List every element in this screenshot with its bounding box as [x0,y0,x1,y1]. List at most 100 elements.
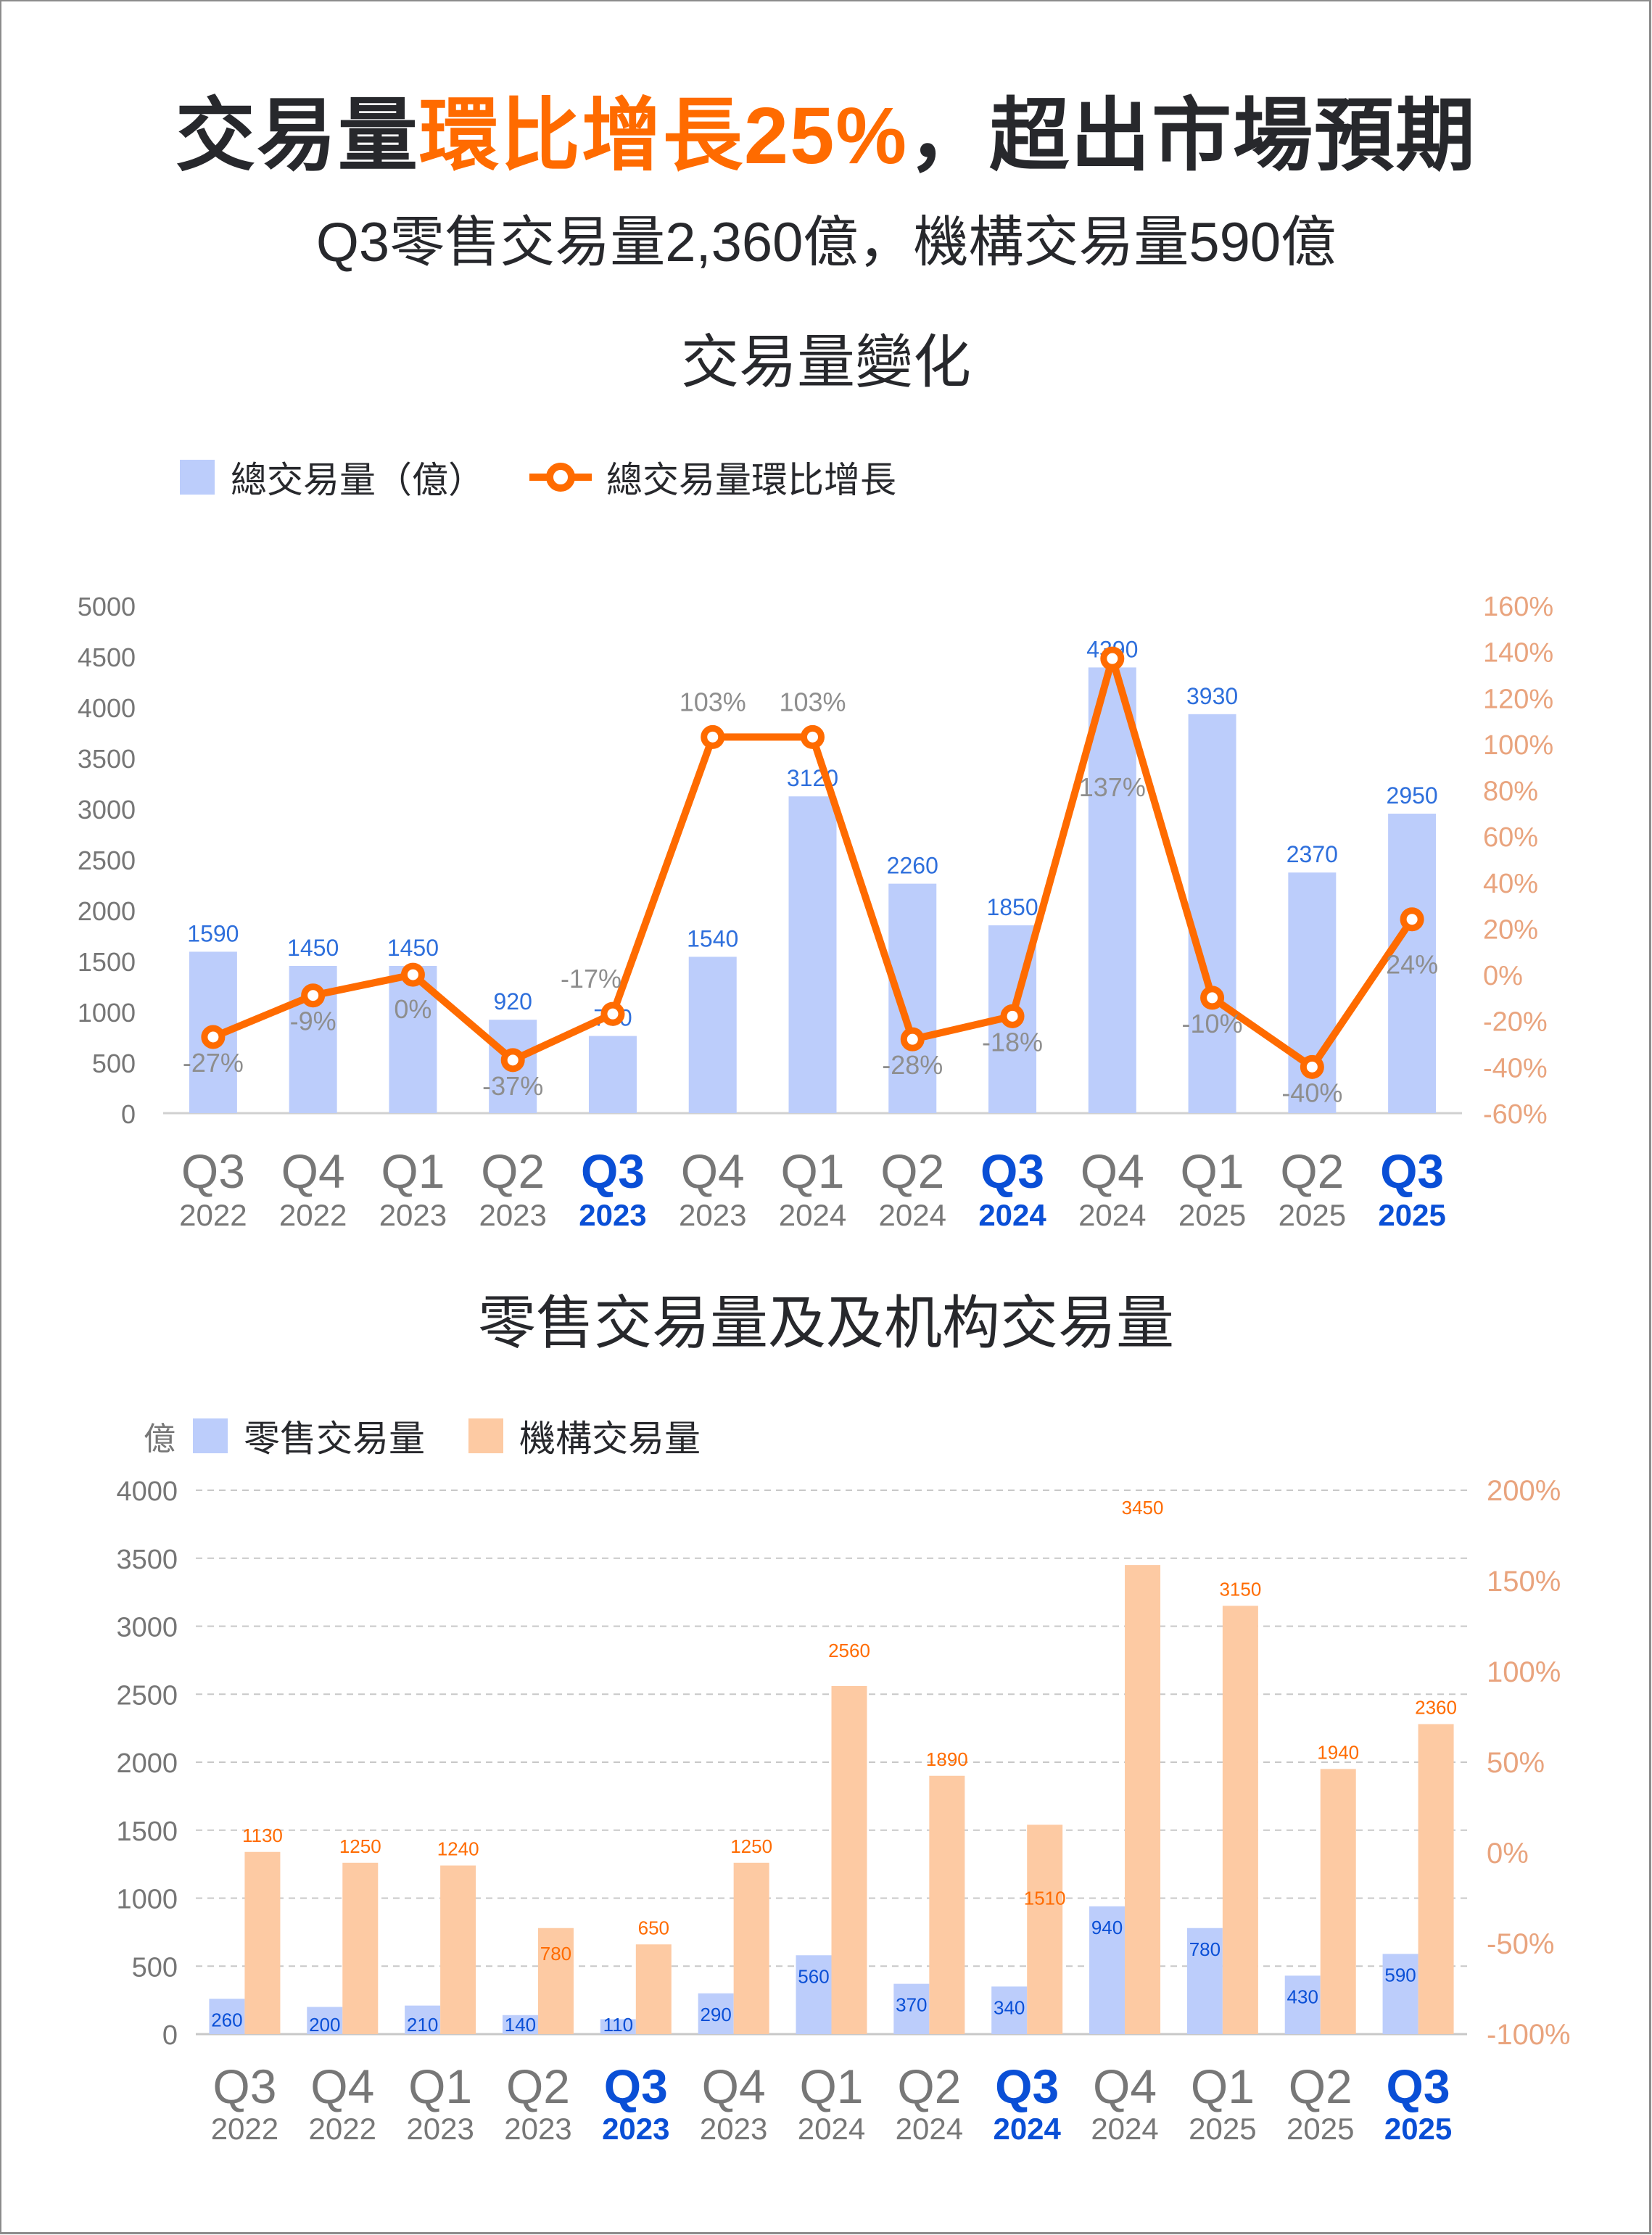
x-axis-quarter-label: Q4 [281,1144,345,1198]
retail-value-label: 140 [505,2014,536,2036]
retail-bar [991,1986,1028,2034]
growth-value-label: -18% [982,1027,1043,1057]
x-axis-year-label: 2023 [602,2112,669,2146]
institutional-value-label: 1510 [1024,1887,1066,1909]
legend-item-total-volume: 總交易量（億） [180,451,484,503]
growth-value-label: -9% [290,1007,336,1036]
left-axis-tick: 2000 [116,1748,178,1779]
growth-value-label: -37% [482,1071,543,1101]
x-axis-quarter-label: Q3 [604,2060,668,2113]
bar-value-label: 1540 [687,925,738,951]
right-axis-tick: 120% [1483,684,1553,714]
total-volume-bar [788,796,837,1113]
growth-value-label: 103% [680,687,746,716]
institutional-value-label: 3450 [1122,1497,1164,1519]
growth-value-label: 137% [1079,772,1146,802]
right-axis-tick: 0% [1487,1838,1529,1870]
right-axis-tick: 0% [1483,961,1523,991]
left-axis-tick: 1000 [116,1885,178,1915]
x-axis-year-label: 2024 [798,2112,865,2146]
retail-value-label: 590 [1384,1964,1416,1986]
total-volume-bar [1088,667,1136,1113]
left-axis-tick: 500 [132,1952,178,1983]
retail-value-label: 260 [211,2009,242,2030]
x-axis-year-label: 2024 [879,1198,946,1232]
institutional-value-label: 1240 [437,1838,479,1860]
growth-marker-icon [600,1001,625,1026]
growth-marker-icon [201,1025,226,1049]
retail-value-label: 780 [1189,1938,1221,1960]
institutional-bar [929,1775,965,2034]
retail-value-label: 340 [994,1996,1025,2018]
growth-value-label: -27% [183,1048,244,1078]
retail-bar [307,2007,343,2034]
x-axis-quarter-label: Q4 [681,1144,745,1198]
x-axis-quarter-label: Q2 [506,2060,570,2113]
retail-bar [1186,1928,1223,2034]
x-axis-quarter-label: Q3 [581,1144,645,1198]
bar-value-label: 2370 [1287,841,1338,867]
x-axis-quarter-label: Q2 [880,1144,944,1198]
x-axis-year-label: 2023 [479,1198,546,1232]
headline: 交易量環比增長25%，超出市場預期 [0,86,1652,187]
chart2-legend: 億 零售交易量 機構交易量 [144,1410,744,1462]
bar-value-label: 1850 [986,894,1038,920]
retail-bar [209,1999,245,2034]
right-axis-tick: -20% [1483,1007,1548,1038]
x-axis-quarter-label: Q1 [408,2060,472,2113]
institutional-bar [635,1944,672,2034]
growth-marker-icon [500,1048,525,1073]
retail-swatch-icon [193,1418,228,1453]
left-axis-tick: 3500 [78,744,136,774]
x-axis-quarter-label: Q4 [310,2060,374,2113]
institutional-value-label: 3150 [1219,1578,1261,1600]
growth-marker-icon [1300,1054,1324,1079]
retail-value-label: 560 [798,1965,829,1987]
x-axis-year-label: 2024 [993,2112,1061,2146]
x-axis-year-label: 2024 [1091,2112,1158,2146]
left-axis-tick: 1000 [78,998,136,1028]
growth-marker-icon [301,983,326,1008]
x-axis-quarter-label: Q3 [980,1144,1044,1198]
total-volume-bar [688,957,737,1113]
institutional-value-label: 1890 [926,1748,968,1770]
x-axis-year-label: 2025 [1384,2112,1452,2146]
growth-marker-icon [1400,907,1424,932]
growth-value-label: 0% [394,994,431,1024]
right-axis-tick: 150% [1487,1566,1561,1598]
retail-bar [502,2015,538,2034]
institutional-bar [733,1862,769,2034]
x-axis-year-label: 2025 [1279,1198,1346,1232]
left-axis-tick: 2500 [116,1680,178,1711]
x-axis-year-label: 2022 [309,2112,376,2146]
growth-marker-icon [900,1027,925,1052]
chart1-title: 交易量變化 [681,330,971,394]
retail-value-label: 940 [1091,1917,1123,1938]
right-axis-tick: 160% [1483,592,1553,622]
retail-value-label: 290 [700,2004,731,2025]
legend-label: 總交易量（億） [231,460,484,500]
x-axis-quarter-label: Q1 [1191,2060,1255,2113]
right-axis-tick: 20% [1483,914,1538,945]
institutional-value-label: 1250 [730,1835,772,1857]
left-axis-tick: 1500 [78,947,136,977]
retail-bar [698,1993,734,2034]
x-axis-year-label: 2025 [1287,2112,1354,2146]
growth-marker-icon [1200,986,1225,1010]
right-axis-tick: -100% [1487,2019,1571,2051]
retail-value-label: 210 [407,2014,438,2036]
right-axis-tick: 100% [1483,730,1553,761]
left-axis-tick: 1500 [116,1817,178,1847]
chart2-plot: 0 500 1000 1500 2000 2500 3000 3500 4000 -100% -50… [116,1475,1571,2146]
bar-value-label: 920 [493,988,532,1015]
growth-marker-icon [701,724,725,749]
x-axis-year-label: 2022 [179,1198,247,1232]
institutional-bar [244,1851,281,2034]
x-axis-year-label: 2023 [579,1198,646,1232]
institutional-bar [342,1862,379,2034]
retail-value-label: 430 [1287,1986,1318,2007]
institutional-bar [1320,1769,1356,2034]
institutional-swatch-icon [468,1418,503,1453]
retail-bar [600,2019,636,2034]
growth-marker-icon [801,724,825,749]
